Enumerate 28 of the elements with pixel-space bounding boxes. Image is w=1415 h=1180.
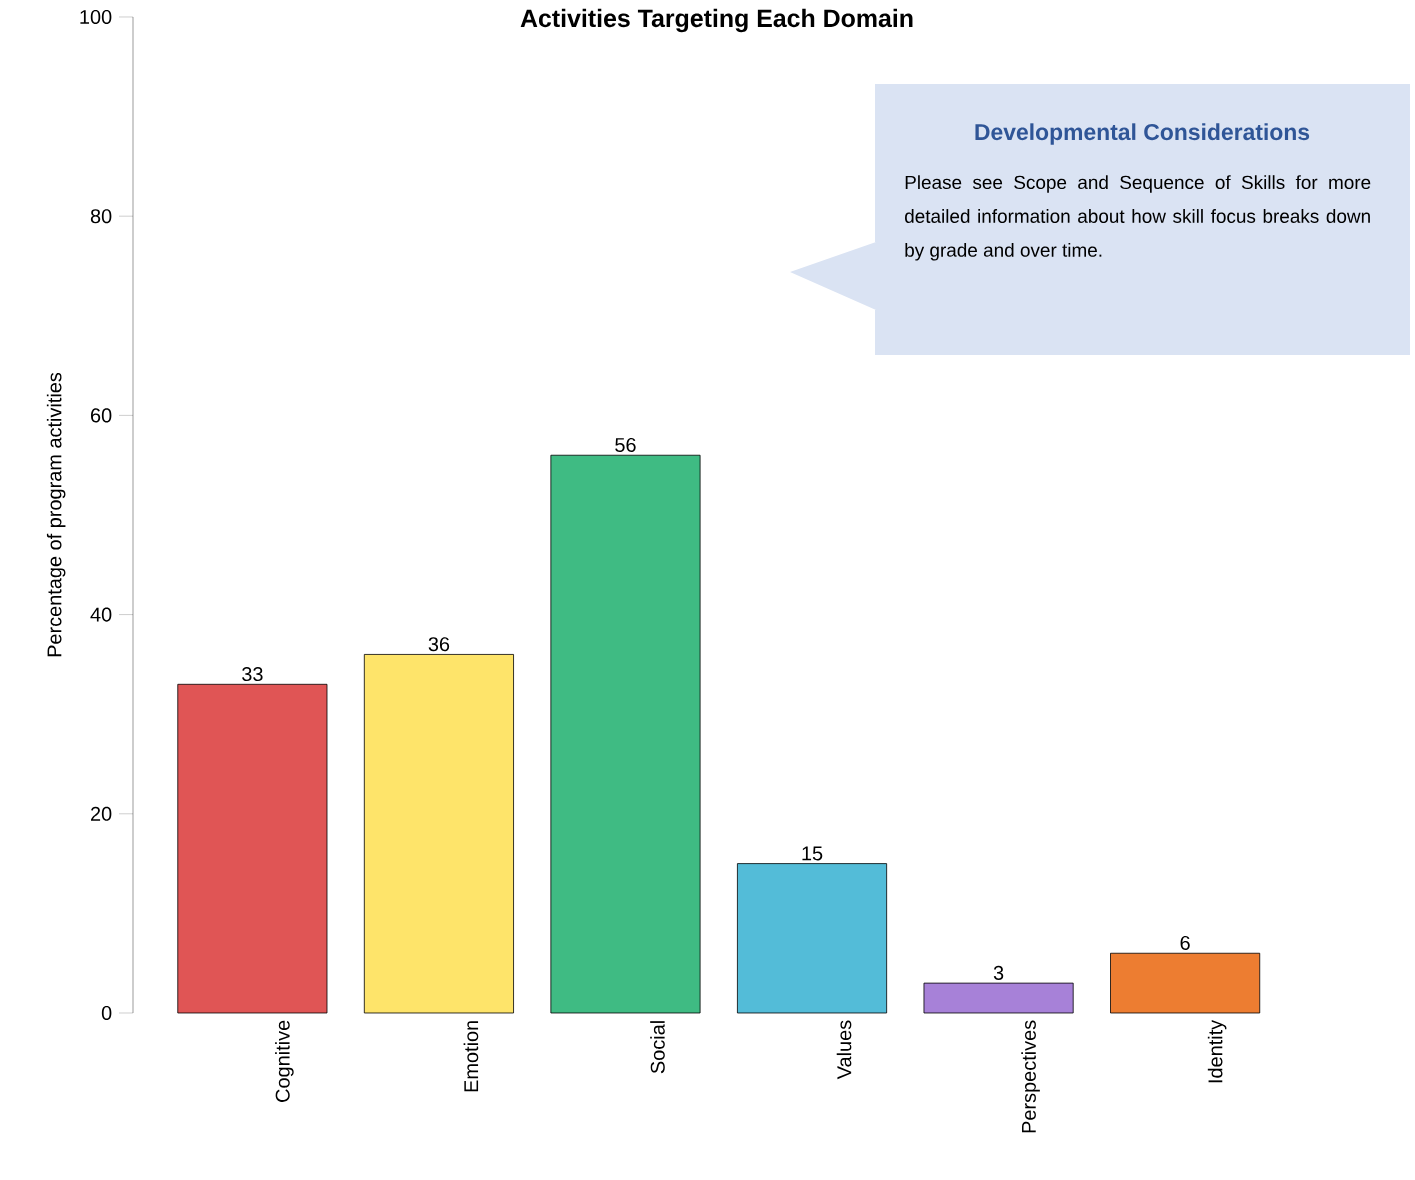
bar <box>363 654 514 1014</box>
bar <box>1110 952 1261 1014</box>
data-label: 33 <box>242 667 263 682</box>
y-tick-label: 100 <box>80 9 112 25</box>
x-tick-label: Emotion <box>463 1021 479 1092</box>
x-tick-label: Cognitive <box>275 1020 294 1102</box>
data-label: 56 <box>615 437 636 453</box>
x-tick-label: Social <box>650 1021 665 1074</box>
y-tick-label: 80 <box>90 209 112 224</box>
bar <box>550 454 701 1014</box>
annotation: Please see Scope and Sequence of Skills for more detailed information about how skill focus breaks down by grade and over time. <box>905 175 1371 261</box>
bar <box>923 982 1074 1014</box>
data-label: 3 <box>993 965 1004 980</box>
y-tick-label: 0 <box>101 1005 112 1021</box>
y-tick-label: 20 <box>91 806 112 821</box>
data-label: 6 <box>1180 935 1190 951</box>
x-tick-label: Identity <box>1207 1019 1227 1083</box>
annotation: Developmental Considerations <box>975 123 1310 145</box>
y-axis-title: Percentage of program activities <box>46 372 66 657</box>
y-tick-label: 40 <box>90 607 112 622</box>
data-label: 36 <box>428 637 450 652</box>
chart-title: Activities Targeting Each Domain <box>520 8 913 33</box>
x-tick-label: Values <box>836 1020 852 1080</box>
bar <box>177 683 328 1014</box>
bar <box>737 863 888 1014</box>
x-tick-label: Perspectives <box>1021 1020 1040 1133</box>
data-label: 15 <box>802 846 823 861</box>
y-tick-label: 60 <box>91 408 112 423</box>
